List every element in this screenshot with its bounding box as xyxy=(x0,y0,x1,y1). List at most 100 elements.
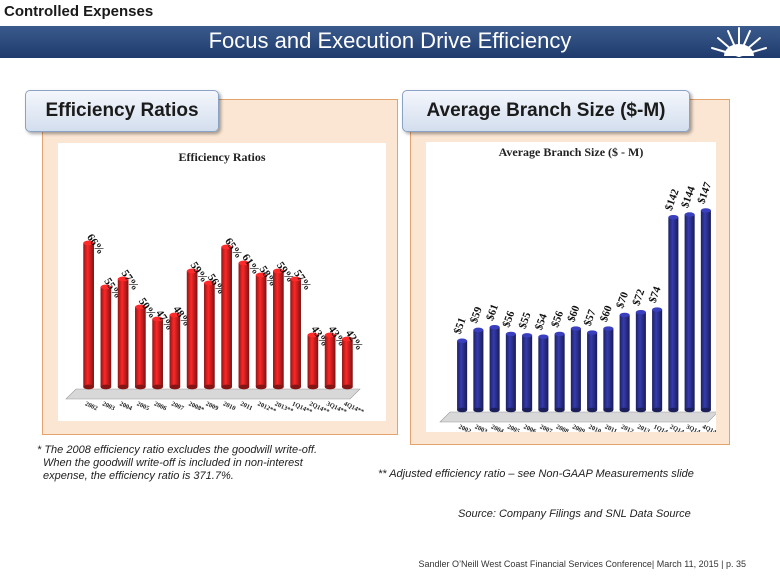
data-label: $56 xyxy=(500,309,517,329)
tick-label: 4Q14 xyxy=(701,423,716,432)
bar-cap xyxy=(221,244,232,250)
data-label: $54 xyxy=(533,312,550,332)
bar xyxy=(652,307,663,413)
goodwill-note-line-2: When the goodwill write-off is included … xyxy=(43,457,303,469)
tick-label: 2002 xyxy=(457,423,472,432)
branch-size-chart-area: Average Branch Size ($ - M) $51 2002 $59 200… xyxy=(426,142,719,436)
bar-cap xyxy=(100,284,112,290)
bar-cap xyxy=(135,304,146,310)
data-label: $142 xyxy=(663,187,682,212)
bar-base xyxy=(169,384,181,390)
tick-label: 2005 xyxy=(136,400,151,412)
tick-label: 2012** xyxy=(256,400,277,415)
bar-cap xyxy=(473,327,484,333)
data-label: $56 xyxy=(549,309,566,329)
bar-cap xyxy=(83,240,94,246)
bar xyxy=(342,336,353,390)
title-banner: Focus and Execution Drive Efficiency xyxy=(0,26,780,58)
goodwill-note-line-3: expense, the efficiency ratio is 371.7%. xyxy=(43,470,234,482)
bar-cap xyxy=(652,307,663,312)
bar xyxy=(554,331,565,413)
bar-body xyxy=(342,339,353,387)
bar-base xyxy=(587,407,598,413)
tick-label: 2010 xyxy=(587,423,602,432)
bar xyxy=(238,260,250,390)
bar-base xyxy=(238,384,250,390)
branch-size-tab: Average Branch Size ($-M) xyxy=(402,90,690,132)
footer-text: Sandler O’Neill West Coast Financial Ser… xyxy=(418,559,747,569)
bar-base xyxy=(307,384,319,390)
bar-body xyxy=(255,275,267,387)
bar xyxy=(83,240,94,390)
bar-body xyxy=(221,247,232,387)
tick-label: 1Q14 xyxy=(652,423,669,432)
adjusted-footnote: ** Adjusted efficiency ratio – see Non-G… xyxy=(378,468,694,480)
bar-base xyxy=(473,407,484,413)
page-title: Focus and Execution Drive Efficiency xyxy=(208,28,572,53)
tick-label: 2006 xyxy=(153,400,168,412)
bar-body xyxy=(603,328,614,410)
bar-base xyxy=(152,384,163,390)
bar-base xyxy=(619,407,630,413)
bar-base xyxy=(83,384,94,390)
bar-body xyxy=(570,328,581,410)
chart-floor xyxy=(439,411,719,423)
average-branch-size-chart: Average Branch Size ($ - M) $51 2002 $59 200… xyxy=(439,145,719,436)
tick-label: 3Q14 xyxy=(685,423,702,432)
data-label: $70 xyxy=(614,290,631,310)
bar-base xyxy=(668,407,679,413)
bar-base xyxy=(684,407,695,413)
bar xyxy=(135,304,146,390)
efficiency-ratios-chart: Efficiency Ratios66%200255%200357%200450… xyxy=(65,150,365,416)
bar xyxy=(307,332,319,390)
tick-label: 2006 xyxy=(522,423,537,432)
bar-body xyxy=(324,335,336,387)
bar-cap xyxy=(587,330,598,335)
chart-title: Efficiency Ratios xyxy=(179,150,266,164)
bar-body xyxy=(152,319,163,387)
bar-cap xyxy=(273,268,284,274)
bar-base xyxy=(255,384,267,390)
bar-cap xyxy=(554,331,565,337)
bar xyxy=(186,268,198,390)
bar xyxy=(169,312,181,390)
data-label: $59 xyxy=(468,305,485,325)
bar xyxy=(684,212,695,413)
tick-label: 2012 xyxy=(620,423,635,432)
bar-cap xyxy=(684,212,695,217)
bar-base xyxy=(522,407,533,413)
bar-base xyxy=(554,407,565,413)
data-label: $74 xyxy=(647,284,664,304)
goodwill-note-line-1: * The 2008 efficiency ratio excludes the… xyxy=(37,444,318,456)
bar-body xyxy=(587,332,598,410)
bar-body xyxy=(619,314,630,410)
bar xyxy=(570,326,581,413)
bar-cap xyxy=(538,334,549,339)
bar-base xyxy=(100,384,112,390)
bar-cap xyxy=(570,326,581,331)
tick-label: 2003 xyxy=(101,400,116,412)
tick-label: 2007 xyxy=(539,423,554,432)
bar xyxy=(324,332,336,390)
bar-body xyxy=(700,210,711,410)
bar xyxy=(619,312,630,413)
bar-base xyxy=(570,407,581,413)
bar-body xyxy=(473,329,484,410)
tick-label: 2007 xyxy=(170,400,185,412)
tick-label: 4Q14** xyxy=(343,400,365,415)
bar-cap xyxy=(117,276,129,282)
tick-label: 2003 xyxy=(474,423,489,432)
data-label: $55 xyxy=(517,310,534,330)
bar-cap xyxy=(619,312,630,318)
bar-base xyxy=(700,407,711,413)
bar-base xyxy=(186,384,198,390)
bar xyxy=(635,310,646,413)
bar-base xyxy=(489,407,500,413)
bar-base xyxy=(342,384,353,390)
tick-label: 2Q14 xyxy=(669,423,686,432)
bar-body xyxy=(273,271,284,387)
tick-label: 2009 xyxy=(571,423,586,432)
bar xyxy=(152,316,163,390)
tick-label: 2013** xyxy=(274,400,295,415)
data-label: $147 xyxy=(695,180,714,205)
